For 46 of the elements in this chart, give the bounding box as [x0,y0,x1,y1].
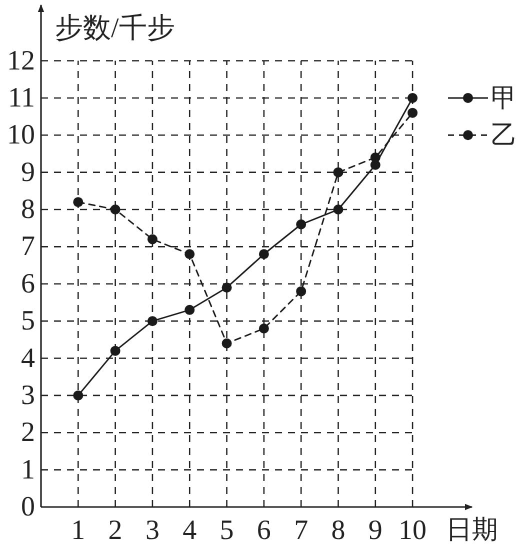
point [258,324,269,334]
legend-label: 甲 [491,83,517,112]
y-tick-label: 2 [21,417,35,448]
point [370,152,380,162]
point [184,249,195,260]
y-tick-label: 8 [21,194,35,226]
x-tick-label: 8 [331,515,346,546]
point [333,204,344,215]
y-tick-label: 9 [21,156,35,188]
y-axis-title: 步数/千步 [55,13,175,44]
legend-label: 乙 [491,120,517,150]
x-tick-label: 5 [220,515,234,546]
y-tick-label: 6 [21,268,35,300]
x-tick-label: 9 [368,515,382,546]
point [73,197,84,208]
point [408,108,418,118]
x-tick-label: 1 [71,515,86,546]
point [296,286,306,296]
y-tick-label: 12 [7,45,35,76]
point [222,338,232,348]
y-tick-label: 4 [21,342,35,374]
point [296,219,306,230]
point [184,304,195,315]
point [258,249,269,260]
y-tick-label: 3 [21,380,35,411]
point [147,234,158,244]
point [408,92,418,103]
point [110,204,120,215]
x-axis-title: 日期 [446,515,498,544]
y-tick-label: 7 [21,231,35,262]
y-tick-label: 5 [21,306,35,337]
point [147,316,158,326]
x-tick-label: 2 [108,515,122,546]
point [222,282,232,293]
x-tick-label: 3 [145,515,160,546]
x-tick-label: 10 [398,515,427,546]
x-tick-label: 7 [294,515,308,546]
x-tick-label: 6 [256,515,271,546]
point [73,390,84,400]
y-tick-label: 1 [21,454,35,486]
y-tick-label: 10 [7,120,35,151]
x-tick-label: 4 [182,515,197,546]
y-tick-label: 11 [8,82,35,114]
y-tick-label: 0 [21,492,35,522]
point [333,167,344,178]
point [110,346,120,356]
